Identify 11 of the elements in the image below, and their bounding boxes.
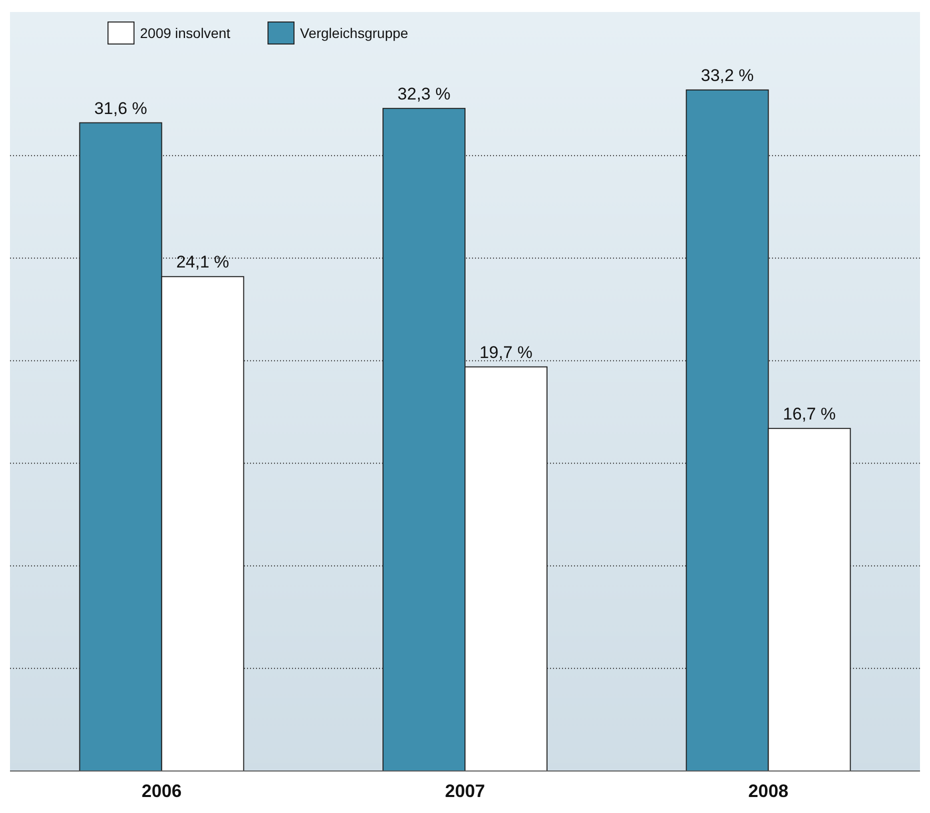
data-label: 19,7 % <box>480 342 532 362</box>
data-label: 31,6 % <box>94 98 148 118</box>
legend-label: Vergleichsgruppe <box>300 25 408 41</box>
data-label: 24,1 % <box>176 252 230 272</box>
data-label: 33,2 % <box>700 66 754 85</box>
x-tick-label: 2008 <box>748 781 788 801</box>
x-tick-label: 2007 <box>444 781 486 801</box>
x-tick-label: 2006 <box>142 781 182 801</box>
data-label: 32,3 % <box>398 84 450 104</box>
legend-label: 2009 insolvent <box>140 25 230 41</box>
data-label: 16,7 % <box>782 404 836 424</box>
